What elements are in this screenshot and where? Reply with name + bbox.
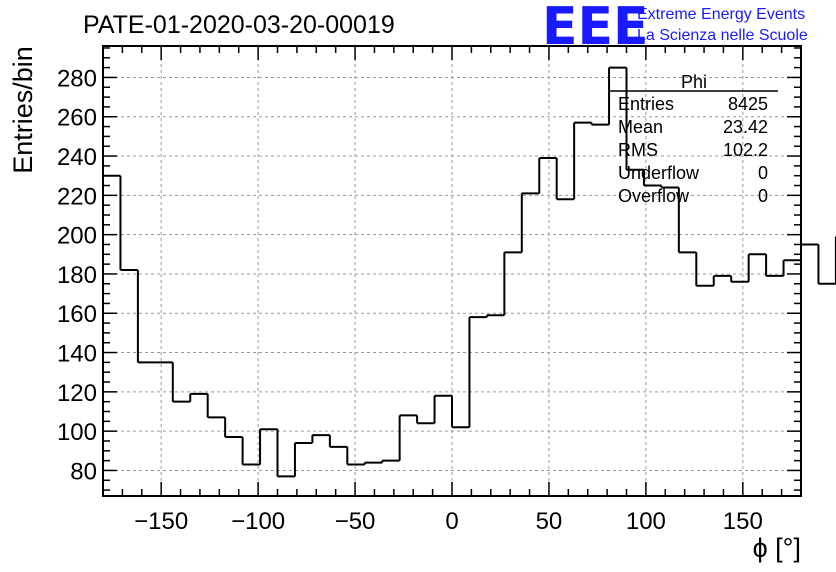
stats-label: Underflow <box>618 163 700 183</box>
histogram-bin <box>224 417 243 439</box>
y-tick-label: 180 <box>57 262 97 289</box>
histogram-bin <box>363 461 383 465</box>
x-axis-label: ϕ [°] <box>753 533 801 563</box>
histogram-bin <box>590 122 610 126</box>
histogram-bin <box>765 254 784 277</box>
y-axis-label: Entries/bin <box>8 46 38 174</box>
histogram-bin <box>817 244 836 285</box>
histogram-bin <box>538 157 557 194</box>
x-tick-label: −50 <box>335 508 376 535</box>
histogram-bin <box>503 251 522 316</box>
stats-box: Phi Entries 8425 Mean 23.42 RMS 102.2 Underflo… <box>610 72 778 206</box>
x-tick-label: 50 <box>536 508 563 535</box>
eee-logo: EEE <box>542 0 649 57</box>
histogram-bin <box>398 414 418 461</box>
histogram-bin <box>608 66 627 125</box>
x-tick-label: −100 <box>231 508 285 535</box>
histogram-bin <box>555 158 575 201</box>
histogram-bin <box>206 393 226 419</box>
y-tick-label: 120 <box>57 380 97 407</box>
stats-title: Phi <box>681 72 707 92</box>
histogram-bin <box>695 252 714 287</box>
histogram-bin <box>189 392 208 402</box>
stats-value: 23.42 <box>723 117 768 137</box>
stats-row: Mean 23.42 <box>618 117 768 137</box>
x-tick-label: −150 <box>134 508 188 535</box>
stats-label: Overflow <box>618 186 690 206</box>
y-tick-label: 220 <box>57 183 97 210</box>
histogram-bin <box>136 270 156 364</box>
y-tick-label: 200 <box>57 223 97 250</box>
y-tick-label: 260 <box>57 105 97 132</box>
histogram-bin <box>328 435 348 448</box>
stats-value: 102.2 <box>723 140 768 160</box>
logo-subtitle-line1: Extreme Energy Events <box>637 6 805 23</box>
stats-value: 0 <box>758 186 768 206</box>
y-tick-label: 160 <box>57 301 97 328</box>
histogram-bin <box>433 394 452 424</box>
histogram-bin <box>311 434 330 443</box>
histogram-bin <box>485 314 505 318</box>
histogram-bin <box>171 362 191 403</box>
axes <box>102 45 802 497</box>
y-tick-label: 240 <box>57 144 97 171</box>
chart-title: PATE-01-2020-03-20-00019 <box>83 11 395 39</box>
histogram-bin <box>800 243 819 261</box>
histogram-bin <box>241 437 261 466</box>
histogram-bin <box>259 428 278 465</box>
y-tick-label: 100 <box>57 419 97 446</box>
stats-value: 0 <box>758 163 768 183</box>
y-tick-label: 140 <box>57 341 97 368</box>
x-tick-label: 150 <box>723 508 763 535</box>
stats-label: Mean <box>618 117 663 137</box>
histogram-bin <box>642 169 662 187</box>
histogram-bin <box>520 192 540 253</box>
histogram-bin <box>573 121 592 200</box>
histogram-bin <box>712 274 732 286</box>
histogram-bin <box>451 395 470 429</box>
histogram-bin <box>381 459 400 463</box>
x-tick-label: 100 <box>626 508 666 535</box>
histogram-bin <box>677 187 697 254</box>
histogram-bin <box>730 275 749 283</box>
grid-lines <box>103 46 801 496</box>
stats-row: Underflow 0 <box>618 163 768 183</box>
stats-row: RMS 102.2 <box>618 140 768 160</box>
y-tick-label: 80 <box>70 458 97 485</box>
stats-label: RMS <box>618 140 658 160</box>
stats-row: Overflow 0 <box>618 186 768 206</box>
histogram-bin <box>416 415 435 425</box>
histogram-bin <box>346 446 365 466</box>
tick-labels: −150 −100 −50 0 50 100 150 80 100 120 140 160 180 200… <box>57 65 763 535</box>
y-tick-label: 280 <box>57 65 97 92</box>
stats-value: 8425 <box>728 94 768 114</box>
histogram-bin <box>293 441 313 477</box>
histogram-bin <box>276 429 295 478</box>
x-tick-label: 0 <box>445 508 458 535</box>
histogram-bin <box>625 67 644 171</box>
histogram-bin <box>468 316 487 428</box>
histogram-bars <box>103 66 836 478</box>
stats-row: Entries 8425 <box>618 94 768 114</box>
logo-subtitle-line2: La Scienza nelle Scuole <box>637 27 808 44</box>
histogram-bin <box>119 175 138 272</box>
stats-label: Entries <box>618 94 674 114</box>
histogram-bin <box>660 185 679 189</box>
histogram-bin <box>747 253 767 282</box>
histogram-bin <box>782 259 801 276</box>
